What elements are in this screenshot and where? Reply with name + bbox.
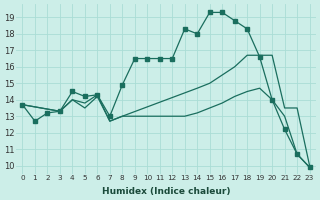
X-axis label: Humidex (Indice chaleur): Humidex (Indice chaleur) [102,187,230,196]
